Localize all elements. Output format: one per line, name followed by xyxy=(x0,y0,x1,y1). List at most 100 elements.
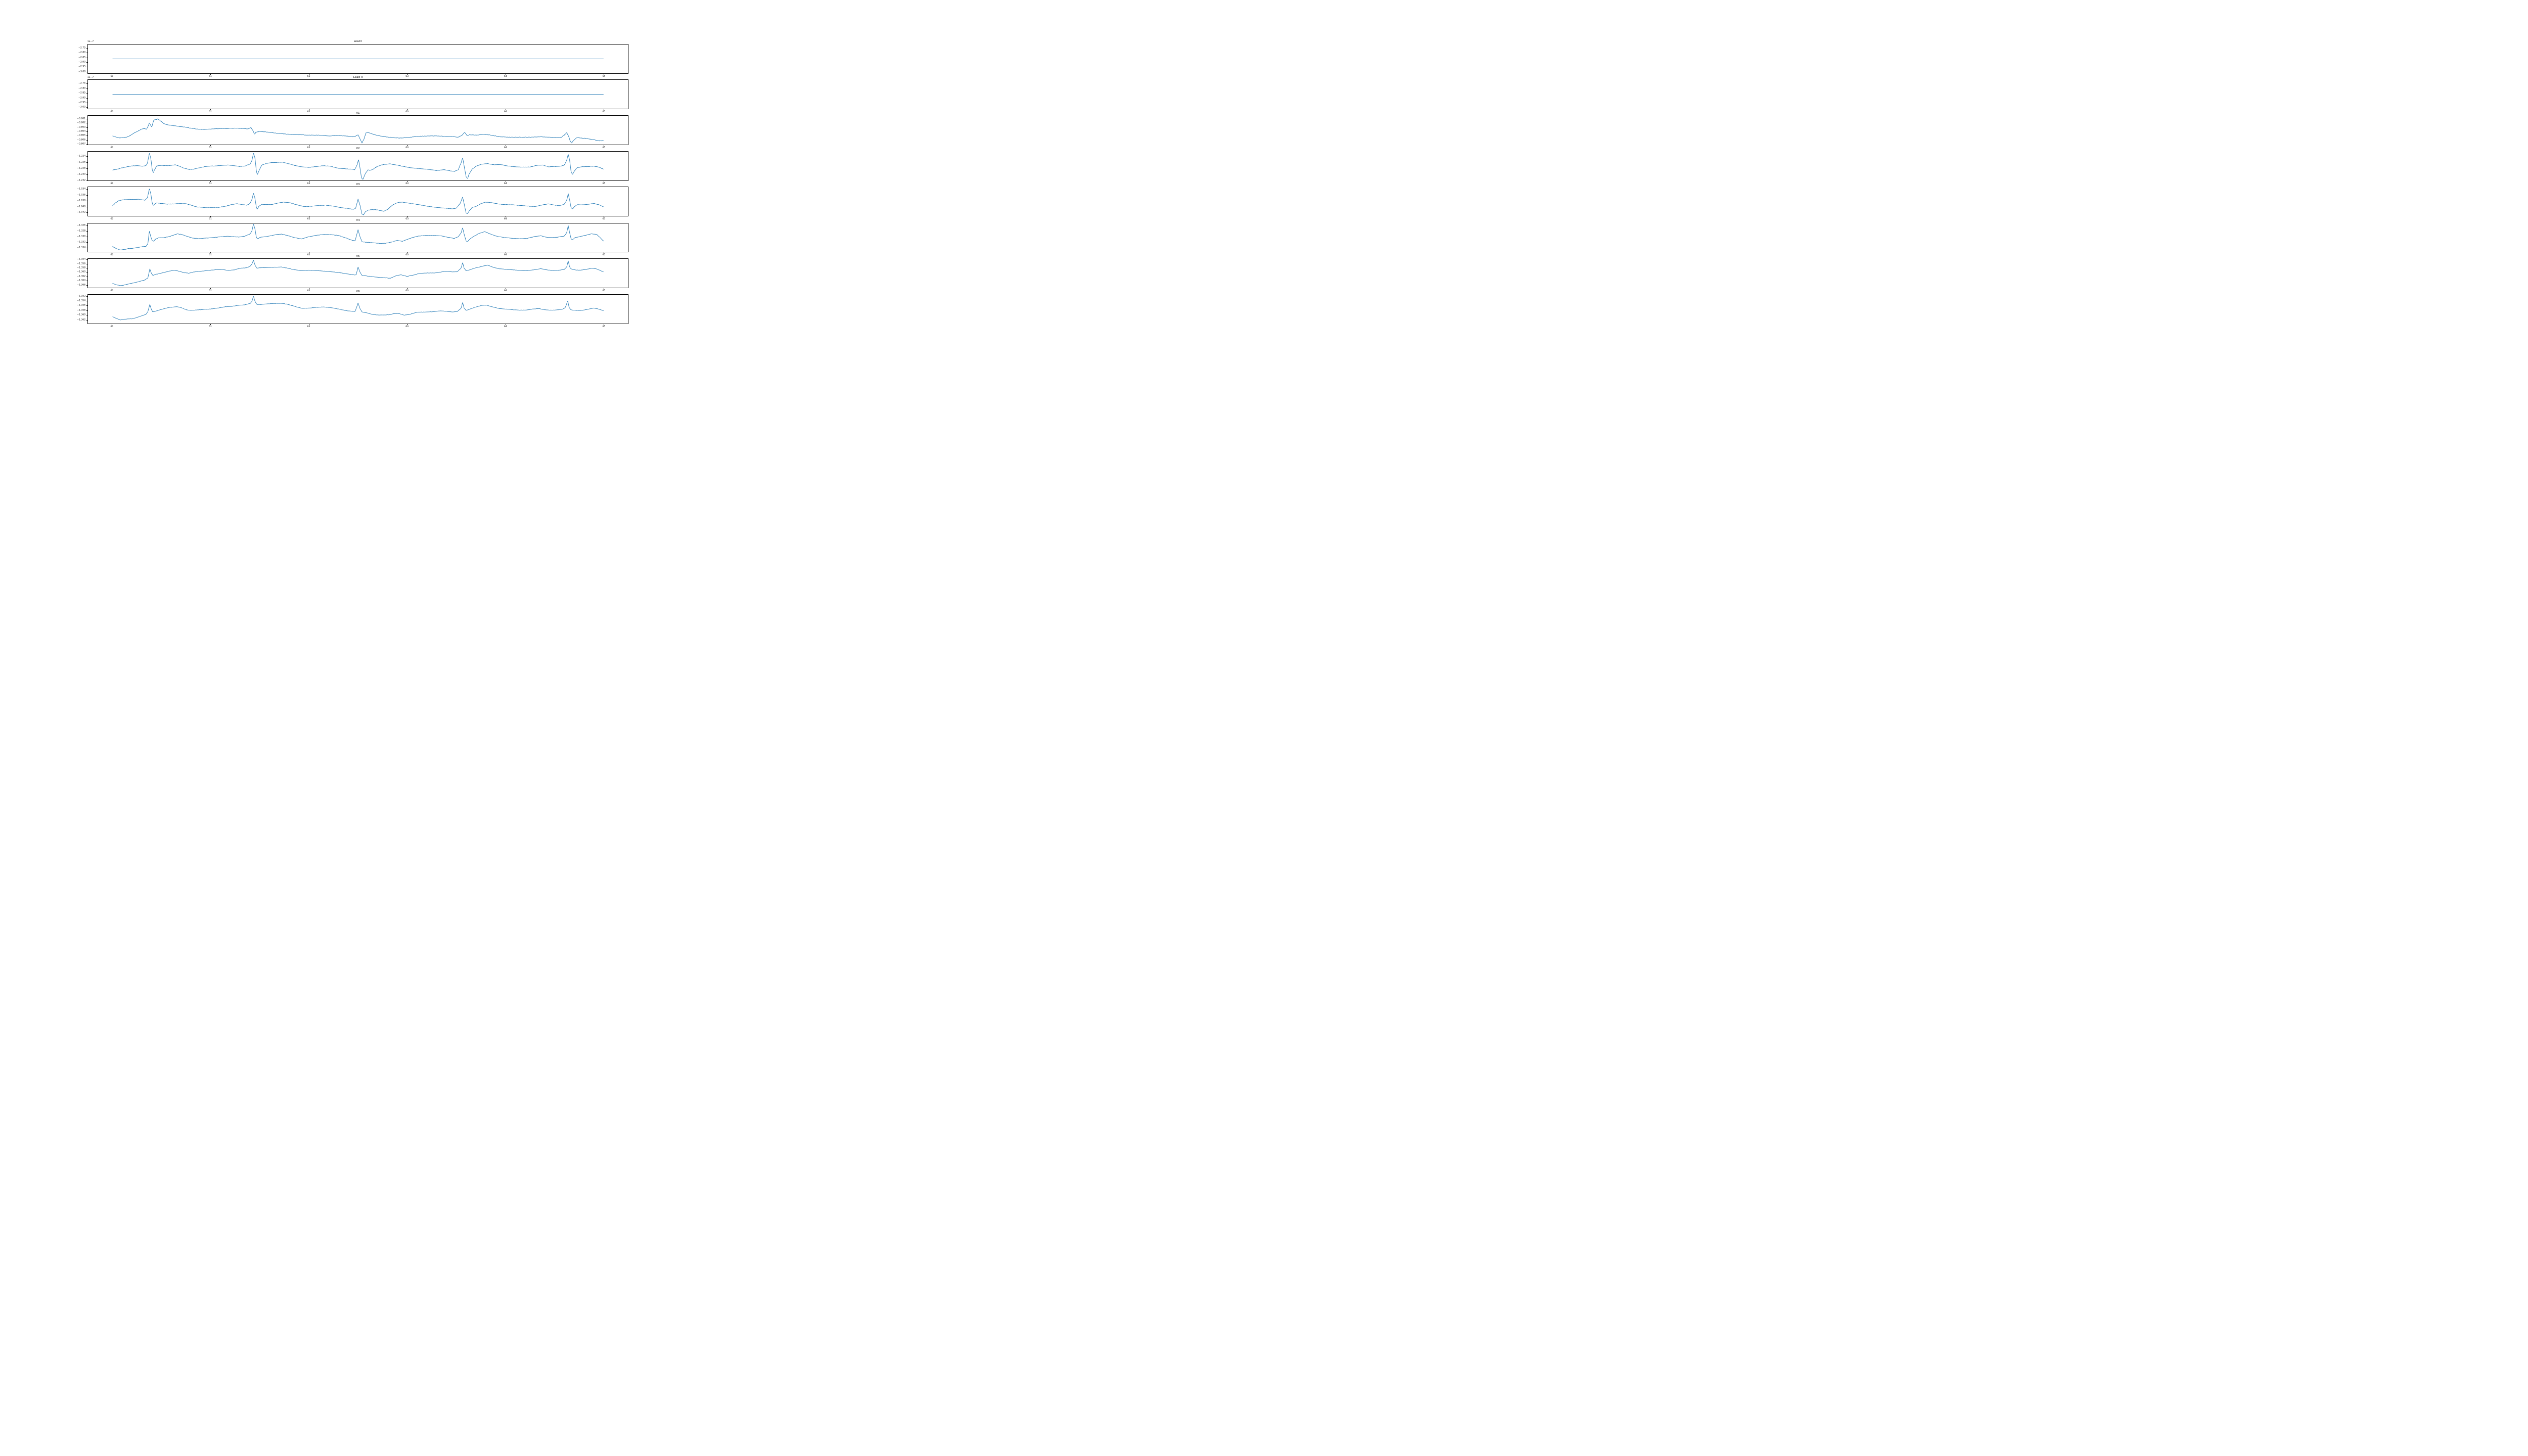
subplot-v6 xyxy=(87,294,629,324)
x-tick-label: 63 xyxy=(405,325,409,328)
subplot-lead-ii xyxy=(87,79,629,110)
y-tick-label: −3.00 xyxy=(78,70,86,73)
x-tick-label: 64 xyxy=(504,289,507,292)
x-tick-mark xyxy=(407,288,408,289)
y-tick-label: −1.356 xyxy=(77,304,86,307)
y-tick-mark xyxy=(86,140,87,141)
x-tick-label: 60 xyxy=(110,325,114,328)
y-tick-label: −1.358 xyxy=(77,309,86,312)
y-tick-label: −1.356 xyxy=(77,262,86,265)
x-tick-label: 62 xyxy=(307,325,310,328)
ecg-figure: Lead I Lead II V1 V2 V3 V4 V5 V6 1e−7 −2.… xyxy=(0,0,698,364)
x-tick-label: 63 xyxy=(405,254,409,257)
x-tick-label: 64 xyxy=(504,254,507,257)
x-tick-label: 60 xyxy=(110,111,114,114)
y-tick-label: −2.85 xyxy=(78,56,86,59)
lead-i-trace xyxy=(112,58,604,59)
y-tick-label: −1.360 xyxy=(77,313,86,316)
x-tick-label: 62 xyxy=(307,75,310,78)
y-tick-mark xyxy=(86,127,87,128)
x-tick-label: 64 xyxy=(504,111,507,114)
x-tick-label: 62 xyxy=(307,146,310,149)
x-tick-label: 60 xyxy=(110,75,114,78)
x-tick-label: 61 xyxy=(209,289,212,292)
y-tick-mark xyxy=(86,131,87,132)
x-tick-label: 61 xyxy=(209,325,212,328)
x-tick-mark xyxy=(407,109,408,111)
y-tick-label: −0.804 xyxy=(77,130,86,133)
x-tick-label: 64 xyxy=(504,325,507,328)
x-tick-mark xyxy=(210,252,211,254)
y-tick-label: −0.806 xyxy=(77,139,86,142)
y-tick-label: −1.334 xyxy=(77,246,86,249)
x-tick-mark xyxy=(210,324,211,325)
y-axis-offset-label: 1e−7 xyxy=(87,40,94,43)
subplot-title-v4: V4 xyxy=(356,218,360,222)
x-tick-label: 65 xyxy=(602,75,606,78)
x-tick-label: 62 xyxy=(307,289,310,292)
y-tick-label: −1.226 xyxy=(77,161,86,164)
subplot-title-v1: V1 xyxy=(356,111,360,115)
y-tick-label: −1.362 xyxy=(77,318,86,321)
y-tick-mark xyxy=(86,135,87,136)
y-tick-label: −1.230 xyxy=(77,173,86,176)
x-tick-label: 61 xyxy=(209,146,212,149)
x-tick-label: 64 xyxy=(504,75,507,78)
subplot-title-v5: V5 xyxy=(356,254,360,258)
y-tick-mark xyxy=(86,231,87,232)
subplot-title-v2: V2 xyxy=(356,147,360,151)
x-tick-mark xyxy=(210,73,211,75)
x-tick-label: 60 xyxy=(110,218,114,221)
y-tick-label: −1.040 xyxy=(77,205,86,208)
x-tick-label: 65 xyxy=(602,111,606,114)
subplot-v4 xyxy=(87,222,629,253)
subplot-v5 xyxy=(87,258,629,288)
y-tick-mark xyxy=(86,107,87,108)
subplot-title-lead-i: Lead I xyxy=(353,40,363,43)
y-tick-label: −1.224 xyxy=(77,155,86,158)
y-tick-label: −1.366 xyxy=(77,284,86,287)
x-tick-label: 60 xyxy=(110,254,114,257)
y-tick-label: −2.80 xyxy=(78,51,86,54)
y-tick-label: −1.354 xyxy=(77,258,86,261)
y-tick-label: −1.034 xyxy=(77,188,86,191)
x-tick-label: 61 xyxy=(209,254,212,257)
x-tick-label: 62 xyxy=(307,254,310,257)
x-tick-label: 63 xyxy=(405,289,409,292)
y-tick-mark xyxy=(86,225,87,226)
x-tick-mark xyxy=(407,145,408,146)
y-tick-label: −2.85 xyxy=(78,92,86,95)
x-tick-label: 64 xyxy=(504,183,507,186)
x-tick-label: 63 xyxy=(405,75,409,78)
x-tick-mark xyxy=(407,324,408,325)
y-tick-label: −0.802 xyxy=(77,121,86,124)
y-tick-label: −0.801 xyxy=(77,117,86,120)
y-tick-label: −2.95 xyxy=(78,65,86,68)
x-tick-label: 60 xyxy=(110,289,114,292)
x-tick-label: 62 xyxy=(307,111,310,114)
y-tick-label: −2.75 xyxy=(78,47,86,50)
subplot-lead-i xyxy=(87,43,629,74)
v4-trace xyxy=(112,223,604,250)
y-tick-mark xyxy=(86,285,87,286)
y-tick-label: −1.352 xyxy=(77,295,86,298)
x-tick-mark xyxy=(210,109,211,111)
x-tick-label: 61 xyxy=(209,111,212,114)
y-tick-mark xyxy=(86,242,87,243)
y-tick-label: −1.036 xyxy=(77,194,86,197)
y-tick-label: −0.807 xyxy=(77,143,86,146)
y-tick-label: −1.332 xyxy=(77,241,86,244)
x-tick-label: 62 xyxy=(307,218,310,221)
y-tick-label: −2.90 xyxy=(78,61,86,64)
y-tick-label: −2.80 xyxy=(78,87,86,90)
x-tick-label: 60 xyxy=(110,183,114,186)
x-tick-label: 61 xyxy=(209,183,212,186)
x-tick-mark xyxy=(407,252,408,254)
x-tick-label: 65 xyxy=(602,183,606,186)
y-tick-label: −2.90 xyxy=(78,97,86,99)
ecg-waveform xyxy=(112,118,604,144)
x-tick-label: 65 xyxy=(602,254,606,257)
y-tick-mark xyxy=(86,296,87,297)
x-tick-mark xyxy=(407,73,408,75)
subplot-title-v3: V3 xyxy=(356,183,360,186)
